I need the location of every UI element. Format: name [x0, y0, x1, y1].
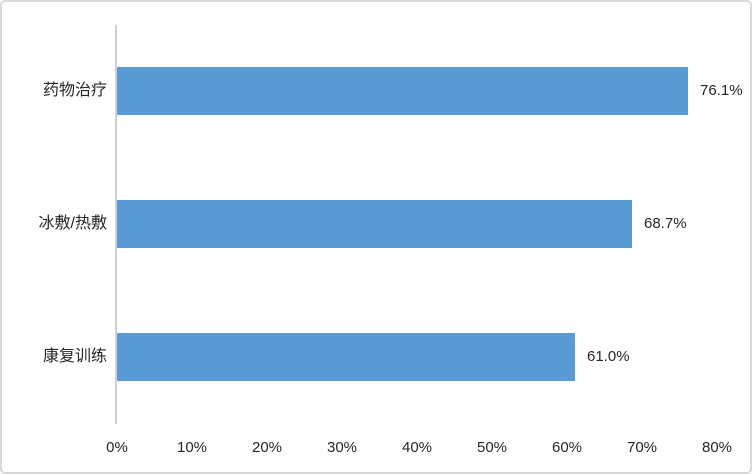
category-axis-line — [115, 25, 117, 424]
x-axis-tick-label: 20% — [251, 439, 283, 456]
category-label: 冰敷/热敷 — [38, 215, 107, 232]
x-axis-tick-label: 60% — [551, 439, 583, 456]
data-label: 76.1% — [700, 82, 743, 99]
x-axis-tick-label: 30% — [326, 439, 358, 456]
x-axis-tick-label: 70% — [626, 439, 658, 456]
bar — [117, 200, 632, 248]
data-label: 61.0% — [587, 348, 630, 365]
category-label: 康复训练 — [42, 348, 107, 365]
x-axis-tick-label: 80% — [701, 439, 733, 456]
category-label: 药物治疗 — [42, 82, 107, 99]
x-axis-tick-label: 50% — [476, 439, 508, 456]
x-axis-tick-label: 40% — [401, 439, 433, 456]
x-axis-tick-label: 0% — [106, 439, 128, 456]
bar — [117, 67, 688, 115]
bar — [117, 333, 575, 381]
x-axis-tick-label: 10% — [176, 439, 208, 456]
data-label: 68.7% — [644, 215, 687, 232]
